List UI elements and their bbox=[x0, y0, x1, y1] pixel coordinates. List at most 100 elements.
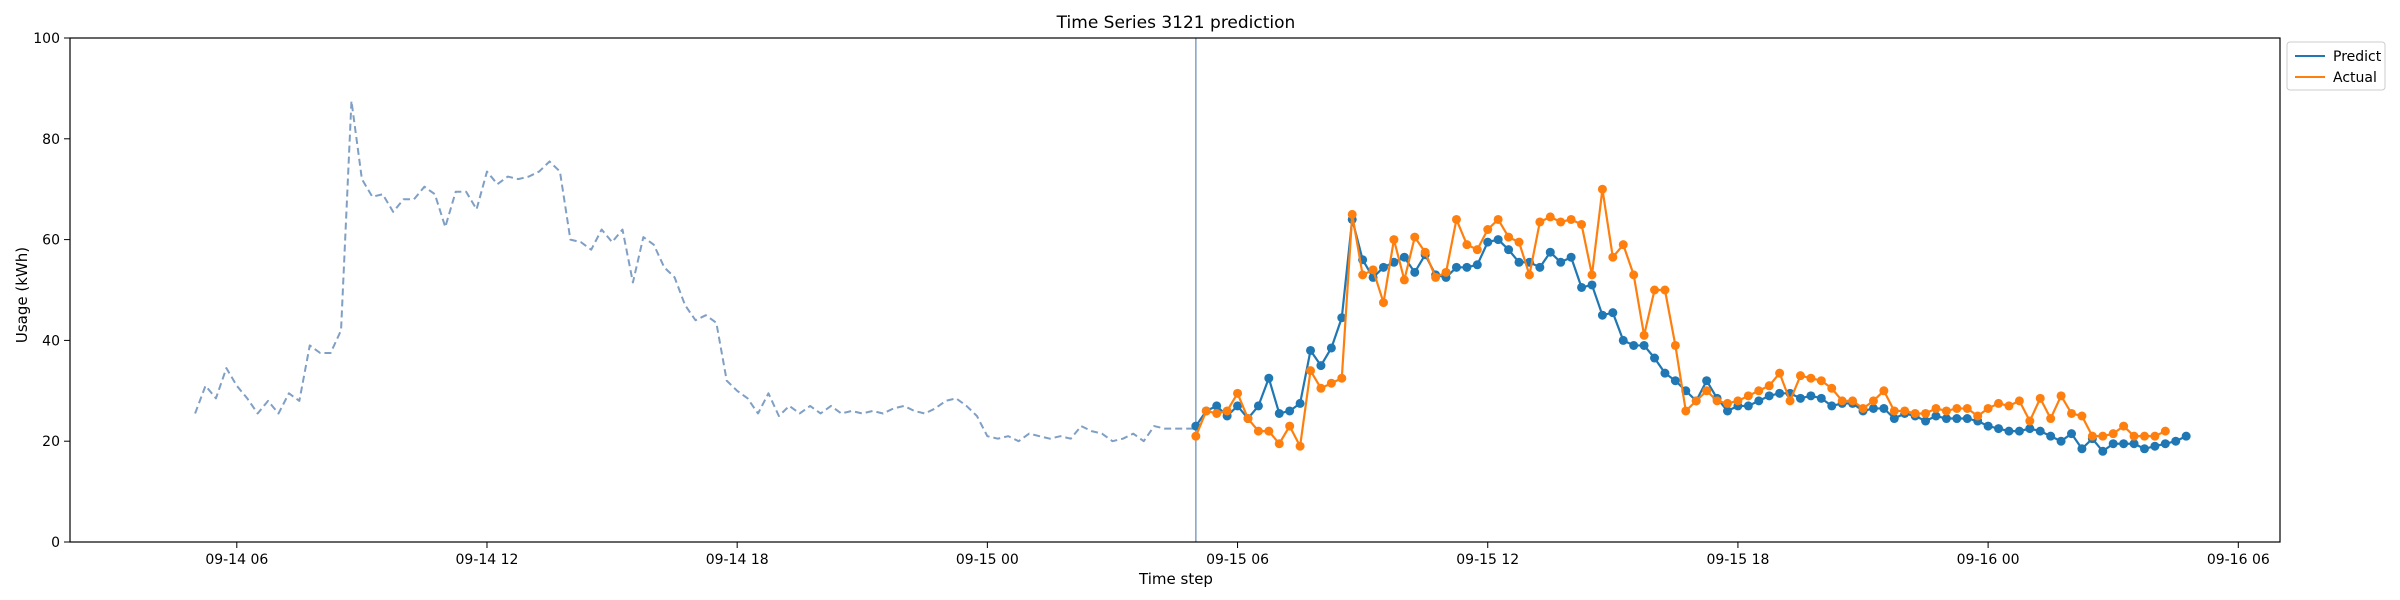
predict-point bbox=[1535, 262, 1545, 272]
predict-point bbox=[1326, 343, 1336, 353]
actual-point bbox=[1837, 396, 1847, 406]
actual-point bbox=[1879, 386, 1889, 396]
predict-point bbox=[1285, 406, 1295, 416]
actual-point bbox=[2160, 426, 2170, 436]
actual-point bbox=[1358, 270, 1368, 280]
y-tick-label: 40 bbox=[42, 333, 60, 349]
predict-point bbox=[1306, 345, 1316, 355]
predict-point bbox=[1389, 257, 1399, 267]
predict-point bbox=[2046, 431, 2056, 441]
y-tick-label: 0 bbox=[51, 535, 60, 551]
actual-point bbox=[1827, 383, 1837, 393]
actual-point bbox=[2067, 408, 2077, 418]
actual-point bbox=[2004, 401, 2014, 411]
actual-point bbox=[1983, 403, 1993, 413]
actual-point bbox=[1462, 240, 1472, 250]
predict-point bbox=[1827, 401, 1837, 411]
predict-series-markers bbox=[1191, 214, 2191, 456]
actual-point bbox=[2056, 391, 2066, 401]
predict-point bbox=[1775, 388, 1785, 398]
x-tick-label: 09-14 18 bbox=[706, 552, 769, 568]
actual-point bbox=[1524, 270, 1534, 280]
x-tick-label: 09-15 06 bbox=[1206, 552, 1269, 568]
predict-point bbox=[1889, 414, 1899, 424]
actual-point bbox=[1691, 396, 1701, 406]
predict-point bbox=[2160, 439, 2170, 449]
actual-point bbox=[1389, 235, 1399, 245]
actual-point bbox=[2139, 431, 2149, 441]
predict-point bbox=[2098, 446, 2108, 456]
actual-point bbox=[1681, 406, 1691, 416]
actual-point bbox=[1420, 247, 1430, 257]
actual-point bbox=[1618, 240, 1628, 250]
predict-point bbox=[1629, 340, 1639, 350]
actual-point bbox=[1295, 441, 1305, 451]
actual-point bbox=[1441, 267, 1451, 277]
predict-point bbox=[2119, 439, 2129, 449]
actual-point bbox=[1504, 232, 1514, 242]
predict-point bbox=[2014, 426, 2024, 436]
actual-point bbox=[1451, 214, 1461, 224]
y-tick-label: 80 bbox=[42, 132, 60, 148]
actual-point bbox=[1816, 376, 1826, 386]
predict-point bbox=[1931, 411, 1941, 421]
x-axis-label: Time step bbox=[1138, 570, 1213, 588]
actual-point bbox=[1723, 398, 1732, 408]
actual-point bbox=[1858, 403, 1868, 413]
actual-point bbox=[1274, 439, 1284, 449]
predict-point bbox=[1608, 308, 1618, 318]
actual-point bbox=[1660, 285, 1670, 295]
actual-point bbox=[1587, 270, 1597, 280]
actual-series-line bbox=[1194, 188, 2166, 448]
predict-point bbox=[1483, 237, 1493, 247]
predict-point bbox=[1514, 257, 1524, 267]
legend-actual-label: Actual bbox=[2333, 70, 2377, 86]
predict-point bbox=[1670, 376, 1680, 386]
y-tick-label: 60 bbox=[42, 233, 60, 249]
predict-point bbox=[2139, 444, 2149, 454]
actual-point bbox=[1399, 275, 1409, 285]
legend-predict-label: Predict bbox=[2333, 49, 2382, 65]
predict-point bbox=[2056, 436, 2066, 446]
actual-point bbox=[1754, 386, 1764, 396]
predict-point bbox=[1556, 257, 1566, 267]
plot-area bbox=[194, 38, 2191, 542]
predict-point bbox=[1451, 262, 1461, 272]
actual-point bbox=[1233, 388, 1243, 398]
actual-point bbox=[1900, 406, 1910, 416]
predict-point bbox=[1472, 260, 1482, 270]
y-axis-label: Usage (kWh) bbox=[13, 247, 31, 343]
predict-point bbox=[1233, 401, 1243, 411]
actual-point bbox=[1712, 396, 1722, 406]
predict-point bbox=[1702, 376, 1712, 386]
predict-point bbox=[1921, 416, 1931, 426]
predict-point bbox=[1337, 313, 1347, 323]
actual-point bbox=[1775, 368, 1785, 378]
actual-point bbox=[1483, 225, 1493, 235]
predict-point bbox=[1504, 245, 1514, 255]
actual-point bbox=[1848, 396, 1858, 406]
predict-point bbox=[2171, 436, 2181, 446]
predict-point bbox=[2035, 426, 2045, 436]
actual-point bbox=[1347, 209, 1357, 219]
actual-point bbox=[2077, 411, 2087, 421]
actual-point bbox=[1566, 214, 1576, 224]
actual-point bbox=[1243, 414, 1253, 424]
actual-point bbox=[2129, 431, 2139, 441]
predict-point bbox=[1410, 267, 1420, 277]
predict-point bbox=[1816, 393, 1826, 403]
actual-point bbox=[1868, 396, 1878, 406]
actual-series-markers bbox=[1191, 184, 2170, 451]
actual-point bbox=[1253, 426, 1263, 436]
actual-point bbox=[2046, 414, 2056, 424]
predict-point bbox=[1212, 401, 1222, 411]
predict-point bbox=[1754, 396, 1764, 406]
actual-point bbox=[1326, 378, 1336, 388]
predict-point bbox=[1264, 373, 1274, 383]
actual-point bbox=[1910, 408, 1920, 418]
predict-point bbox=[1274, 408, 1284, 418]
x-tick-label: 09-14 12 bbox=[456, 552, 519, 568]
predict-point bbox=[1994, 424, 2004, 434]
chart-title: Time Series 3121 prediction bbox=[1056, 13, 1296, 33]
